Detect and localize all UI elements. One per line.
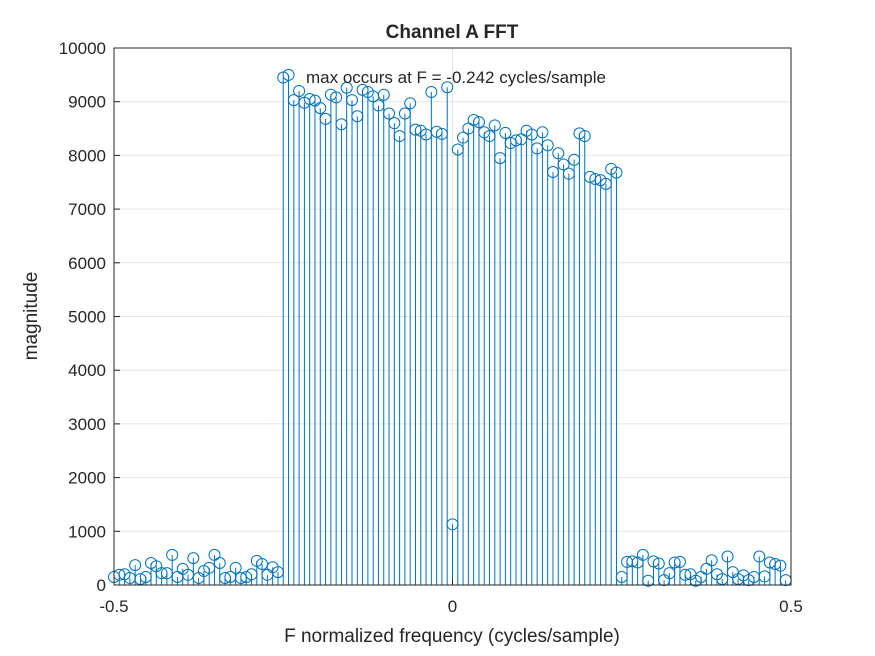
stem-marker [721,550,734,563]
y-tick-label: 2000 [68,469,106,488]
stem-marker [409,123,422,136]
stem-marker [303,93,316,106]
y-tick-label: 9000 [68,93,106,112]
stem-marker [330,91,343,104]
stem-marker [636,548,649,561]
stem-marker [769,558,782,571]
annotation: max occurs at F = -0.242 cycles/sample [306,68,606,87]
stem-marker [557,158,570,171]
y-tick-label: 6000 [68,254,106,273]
x-axis-label: F normalized frequency (cycles/sample) [284,626,620,647]
stem-marker [425,86,438,99]
stem-marker [647,555,660,568]
stem-marker [187,552,200,565]
stem-marker [578,130,591,143]
y-tick-label: 10000 [59,39,106,58]
stem-marker [383,107,396,120]
x-tick-label: -0.5 [99,597,128,616]
stem-marker [472,116,485,129]
y-tick-label: 0 [97,576,106,595]
stem-marker [626,555,639,568]
marks [108,68,792,587]
y-tick-label: 3000 [68,415,106,434]
stem-marker [763,556,776,569]
y-tick-label: 1000 [68,522,106,541]
y-tick-label: 7000 [68,200,106,219]
stem-marker [589,173,602,186]
chart-title: Channel A FFT [386,22,519,43]
stem-marker [774,559,787,572]
stem-marker [388,117,401,130]
stem-marker [467,113,480,126]
stem-marker [213,556,226,569]
stem-marker [314,102,327,115]
stem-marker [229,561,242,574]
stem-marker [499,126,512,139]
stem-marker [610,166,623,179]
stem-marker [356,83,369,96]
stem-marker [584,170,597,183]
stem-marker [346,94,359,107]
stem-marker [552,147,565,160]
stem-marker [541,139,554,152]
stem-marker [430,125,443,138]
stem-marker [753,550,766,563]
stem-marker [673,555,686,568]
stem-marker [282,68,295,81]
y-tick-label: 5000 [68,308,106,327]
stem-marker [377,88,390,101]
stem-marker [705,554,718,567]
y-tick-label: 8000 [68,146,106,165]
stem-marker [340,81,353,94]
stem-marker [441,81,454,94]
stem-marker [488,119,501,132]
stem-marker [256,558,269,571]
y-axis-label: magnitude [21,272,42,361]
x-tick-label: 0.5 [779,597,803,616]
stem-marker [404,97,417,110]
stem-marker [536,126,549,139]
x-tick-label: 0 [448,597,457,616]
stem-marker [652,557,665,570]
stem-marker [293,84,306,97]
stem-marker [166,548,179,561]
y-tick-label: 4000 [68,361,106,380]
stem-marker [129,559,142,572]
